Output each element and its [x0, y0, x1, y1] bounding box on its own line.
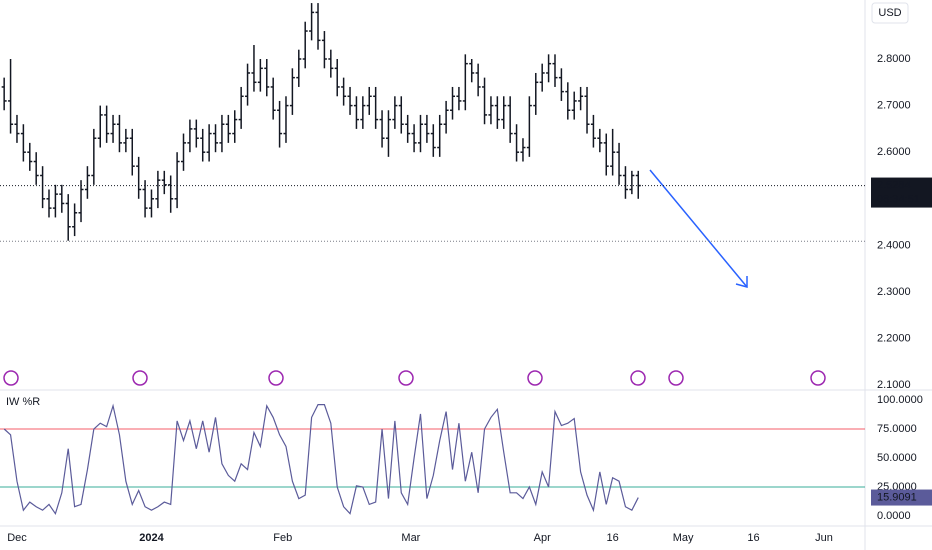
x-tick-label: 2024: [139, 532, 164, 544]
currency-box[interactable]: [871, 2, 909, 24]
last-price-label: 2.5284: [877, 179, 911, 191]
x-tick-label: 16: [607, 532, 619, 544]
x-tick-label: Feb: [273, 532, 292, 544]
x-tick-label: Dec: [7, 532, 27, 544]
last-price-box: [871, 177, 932, 208]
x-tick-label: Jun: [815, 532, 833, 544]
y-tick-label: 2.3000: [877, 286, 911, 298]
indicator-line: [3, 403, 639, 516]
y-tick-label: 2.1000: [877, 379, 911, 391]
x-tick-label: Mar: [401, 532, 420, 544]
currency: USD: [878, 7, 901, 19]
y-tick-label: 2.2000: [877, 333, 911, 345]
y-tick-label: 2.4000: [877, 239, 911, 251]
y-tick-label: 75.0000: [877, 423, 917, 435]
last-value-label: 15.9091: [877, 491, 917, 503]
y-tick-label: 50.0000: [877, 452, 917, 464]
x-tick-label: Apr: [534, 532, 551, 544]
x-tick-label: 16: [747, 532, 759, 544]
y-tick-label: 2.6000: [877, 146, 911, 158]
last-value-box: [871, 489, 932, 506]
countdown: 08:34:51: [877, 193, 920, 205]
x-tick-label: May: [673, 532, 694, 544]
indicator-title: IW %R: [6, 396, 40, 408]
y-tick-label: 100.0000: [877, 394, 923, 406]
y-tick-label: 2.8000: [877, 53, 911, 65]
y-tick-label: 0.0000: [877, 510, 911, 522]
event-icons[interactable]: [3, 370, 826, 386]
y-tick-label: 2.7000: [877, 100, 911, 112]
trend-arrow: [649, 169, 748, 288]
